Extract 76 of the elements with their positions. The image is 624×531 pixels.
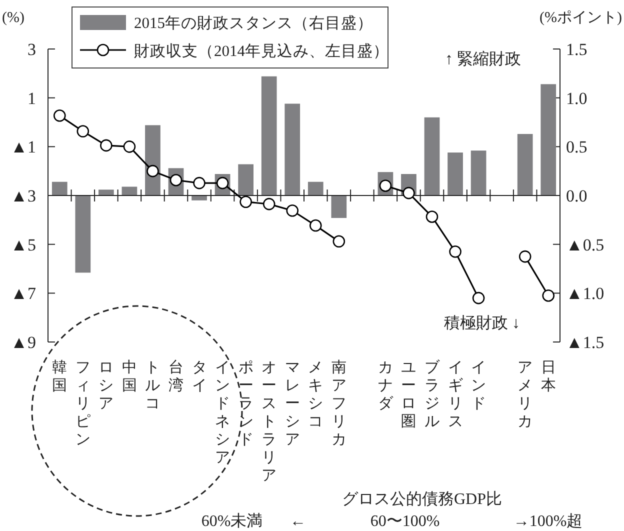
x-tick-label: イギリス <box>448 360 463 430</box>
point <box>402 186 415 200</box>
bar <box>122 186 138 196</box>
y-tick-label: 1 <box>28 88 36 108</box>
y2-tick-label: ▲1.5 <box>566 333 604 352</box>
point <box>193 176 206 190</box>
x-tick-label: タイ <box>192 360 207 394</box>
x-tick-label: ユーロ圏 <box>401 360 416 430</box>
legend-label: 2015年の財政スタンス（右目盛） <box>134 14 373 32</box>
point <box>542 289 555 302</box>
bar <box>192 196 207 200</box>
bar <box>540 84 556 196</box>
bar <box>517 134 533 196</box>
y2-tick-label: 1.5 <box>566 40 588 59</box>
point <box>76 125 90 138</box>
y-tick-label: 3 <box>28 40 36 59</box>
annotation: ↑ 緊縮財政 <box>445 50 521 68</box>
point <box>518 250 532 263</box>
text: 60〜100% <box>370 513 440 530</box>
point <box>309 219 322 232</box>
y-tick-label: ▲3 <box>10 186 36 206</box>
y2-tick-label: ▲1.0 <box>566 284 604 304</box>
point <box>286 204 299 217</box>
bar <box>98 190 114 196</box>
bar <box>331 196 347 218</box>
y2-axis-title: (%ポイント) <box>540 10 622 26</box>
point <box>100 139 112 152</box>
bar <box>261 76 277 196</box>
bar <box>284 104 300 196</box>
point <box>472 292 485 304</box>
y-tick-label: ▲7 <box>10 284 36 304</box>
bar <box>75 196 91 273</box>
text: 60%未満 <box>201 512 263 530</box>
bar <box>424 117 440 196</box>
x-tick-label: フィリピン <box>75 360 90 448</box>
x-tick-label: 韓国 <box>52 359 68 394</box>
y-axis-title: (%) <box>2 10 24 26</box>
y2-tick-label: ▲0.5 <box>566 235 604 254</box>
y2-tick-label: 1.0 <box>566 88 588 108</box>
point <box>262 198 276 210</box>
x-tick-label: ロシア <box>98 360 114 412</box>
y2-tick-label: 0.0 <box>566 186 588 206</box>
x-tick-label: 南アフリカ <box>331 359 346 448</box>
text: ← <box>290 513 306 530</box>
point <box>426 210 438 223</box>
x-tick-label: カナダ <box>378 360 394 412</box>
x-tick-label: 中国 <box>122 359 137 394</box>
bar <box>448 152 463 196</box>
point <box>146 164 159 178</box>
point <box>123 140 136 153</box>
y-tick-label: ▲1 <box>10 138 36 157</box>
x-tick-label: マレーシア <box>284 360 300 448</box>
point <box>53 110 66 122</box>
x-tick-label: メキシコ <box>308 360 324 430</box>
legend-label: 財政収支（2014年見込み、左目盛） <box>134 42 389 60</box>
bar <box>308 182 324 196</box>
y-tick-label: ▲9 <box>10 333 36 352</box>
x-tick-label: インドネシア <box>215 360 230 466</box>
text: グロス公的債務GDP比 <box>342 490 502 508</box>
point <box>332 235 346 248</box>
x-tick-label: 日本 <box>540 360 556 394</box>
x-tick-label: トルコ <box>145 360 160 412</box>
x-tick-label: インド <box>471 360 486 412</box>
x-tick-label: 台湾 <box>168 359 184 394</box>
x-tick-label: オーストラリア <box>262 360 277 484</box>
point <box>240 196 252 208</box>
text: →100%超 <box>513 513 583 530</box>
bar <box>52 182 68 196</box>
y-tick-label: ▲5 <box>10 235 36 254</box>
y2-tick-label: 0.5 <box>566 138 588 157</box>
x-tick-label: アメリカ <box>518 360 533 430</box>
bar <box>238 164 254 196</box>
x-tick-label: ブラジル <box>424 359 440 430</box>
annotation: 積極財政 ↓ <box>444 314 520 332</box>
bar <box>470 150 486 196</box>
point <box>449 246 462 258</box>
